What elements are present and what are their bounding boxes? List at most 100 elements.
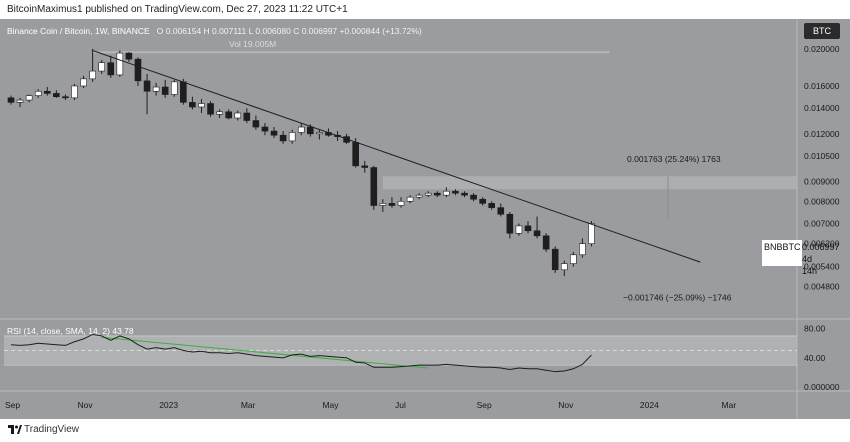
candle-body	[53, 93, 60, 98]
gain-annotation: 0.001763 (25.24%) 1763	[627, 154, 721, 164]
candle-body	[370, 167, 378, 206]
candle-body	[524, 225, 532, 232]
candle-body	[98, 62, 105, 72]
candle-body	[452, 190, 459, 194]
candle-body	[216, 111, 223, 115]
candle-body	[270, 130, 278, 136]
range-line	[92, 51, 610, 54]
rsi-tick-label: 80.00	[804, 324, 826, 334]
candle-body	[25, 95, 33, 101]
rsi-line	[10, 333, 592, 373]
candle-body	[424, 192, 432, 196]
rsi-legend: RSI (14, close, SMA, 14, 2) 43.78	[7, 326, 134, 336]
price-tick-label: 0.009000	[804, 177, 840, 187]
candle-body	[152, 86, 160, 92]
candle-body	[433, 192, 441, 196]
candle-body	[80, 78, 87, 87]
candle-body	[279, 134, 287, 142]
candle-body	[234, 112, 242, 119]
price-tick-label: 0.010500	[804, 151, 840, 161]
price-tick-label: 0.007000	[804, 218, 840, 228]
candle-body	[488, 203, 496, 208]
candle-body	[479, 198, 486, 204]
candle-body	[7, 97, 15, 103]
price-tag-countdown: 4d 14h	[802, 254, 818, 276]
time-tick-label: Mar	[722, 400, 737, 410]
price-tick-label: 0.012000	[804, 129, 840, 139]
footer-brand: TradingView	[24, 424, 80, 435]
candle-body	[579, 243, 586, 256]
time-tick-label: Mar	[241, 400, 256, 410]
candle-body	[497, 207, 505, 215]
publisher-bar: BitcoinMaximus1 published on TradingView…	[0, 0, 850, 19]
rsi-tick-label: 40.00	[804, 353, 826, 363]
candle-body	[34, 90, 42, 96]
time-tick-label: Sep	[5, 400, 20, 410]
candle-body	[551, 248, 559, 271]
rsi-sma-line	[101, 336, 429, 369]
candle-body	[415, 194, 423, 198]
candle-body	[379, 203, 387, 206]
tradingview-logo-icon	[8, 425, 22, 434]
candle-body	[170, 81, 178, 95]
time-tick-label: Jul	[395, 400, 406, 410]
candle-body	[560, 263, 568, 271]
candle-body	[570, 254, 577, 264]
descending-trendline	[92, 50, 701, 263]
time-tick-label: Nov	[78, 400, 94, 410]
candle-body	[316, 132, 323, 135]
candle-body	[225, 111, 232, 119]
symbol-title: Binance Coin / Bitcoin, 1W, BINANCE	[7, 26, 150, 36]
time-tick-label: 2024	[640, 400, 659, 410]
price-tick-label: 0.014000	[804, 103, 840, 113]
price-tick-label: 0.016000	[804, 81, 840, 91]
candle-body	[89, 70, 96, 80]
price-tick-label: 0.008000	[804, 196, 840, 206]
candle-body	[252, 120, 260, 128]
candle-body	[307, 126, 314, 135]
candle-body	[443, 190, 450, 196]
candle-body	[515, 225, 523, 234]
chart-svg[interactable]: 0.001763 (25.24%) 1763 −0.001746 (−25.09%…	[0, 19, 850, 419]
candle-body	[361, 165, 369, 168]
time-tick-label: May	[322, 400, 339, 410]
candle-body	[542, 235, 550, 250]
candle-body	[261, 126, 269, 132]
candle-body	[43, 90, 51, 94]
candle-body	[388, 203, 396, 206]
candle-body	[180, 81, 187, 103]
candle-body	[397, 200, 405, 206]
volume-readout: Vol 19.005M	[229, 39, 277, 49]
last-price-tag: BNBBTC 0.006997 4d 14h	[762, 240, 840, 276]
candle-body	[116, 52, 124, 76]
candle-body	[243, 112, 251, 121]
price-axis[interactable]	[797, 19, 850, 419]
price-tick-label: 0.006200	[804, 239, 840, 249]
candle-body	[125, 52, 133, 60]
footer: TradingView	[0, 419, 850, 442]
candle-body	[352, 142, 359, 167]
candle-body	[297, 126, 305, 133]
time-tick-label: Nov	[558, 400, 574, 410]
rsi-tick-label: 0.000000	[804, 382, 840, 392]
price-tick-label: 0.004800	[804, 281, 840, 291]
candle-body	[189, 102, 196, 108]
candle-body	[470, 194, 477, 200]
candle-body	[143, 80, 151, 92]
candle-body	[107, 62, 115, 76]
candle-body	[506, 213, 514, 234]
publisher-line: BitcoinMaximus1 published on TradingView…	[7, 4, 348, 15]
chart-area[interactable]: 0.001763 (25.24%) 1763 −0.001746 (−25.09%…	[0, 19, 850, 419]
chart-legend: Binance Coin / Bitcoin, 1W, BINANCE O 0.…	[7, 26, 422, 36]
price-tag-value: 0.006997	[802, 242, 840, 252]
candle-body	[533, 230, 541, 237]
candle-body	[71, 85, 78, 99]
candle-body	[461, 192, 468, 196]
candle-body	[134, 58, 142, 82]
candle-body	[198, 103, 205, 108]
candle-body	[588, 223, 595, 244]
price-tag-symbol: BNBBTC	[764, 242, 801, 252]
candle-body	[207, 103, 214, 115]
resistance-zone	[382, 176, 797, 190]
currency-button[interactable]: BTC	[804, 23, 840, 39]
